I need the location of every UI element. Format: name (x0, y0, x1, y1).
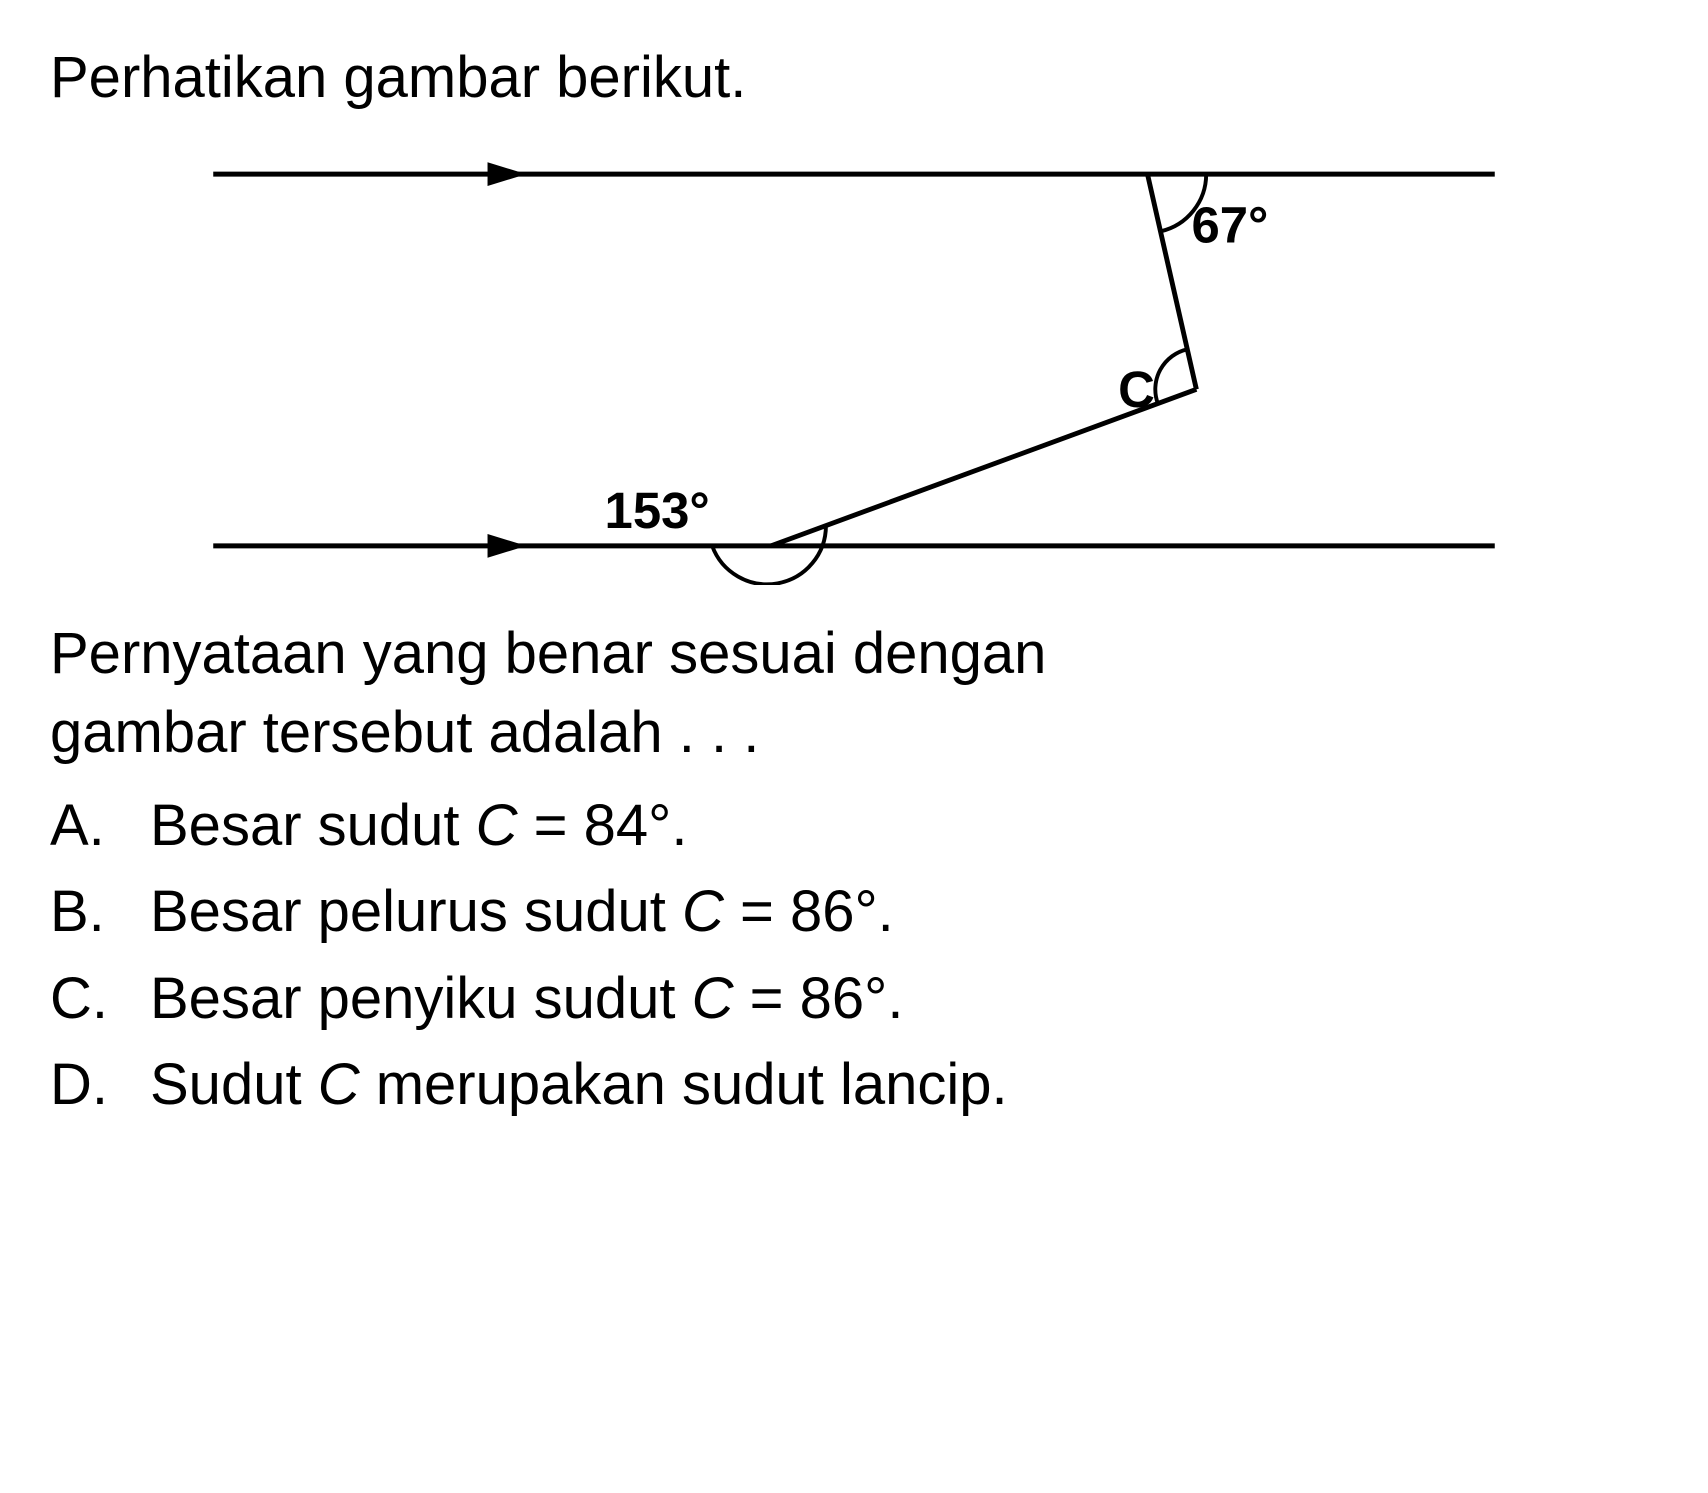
statement-line-2: gambar tersebut adalah . . . (50, 700, 759, 765)
svg-text:C: C (1118, 361, 1155, 418)
option-text: Besar sudut C = 84°. (150, 787, 1658, 865)
option-row: B.Besar pelurus sudut C = 86°. (50, 873, 1658, 951)
option-text: Sudut C merupakan sudut lancip. (150, 1046, 1658, 1124)
option-prefix: Besar pelurus sudut (150, 879, 682, 944)
option-variable: C (692, 966, 734, 1031)
option-letter: B. (50, 873, 150, 951)
option-letter: C. (50, 960, 150, 1038)
geometry-diagram: 67° 153° C (179, 135, 1529, 585)
option-variable: C (318, 1052, 360, 1117)
svg-text:153°: 153° (605, 483, 710, 540)
option-letter: D. (50, 1046, 150, 1124)
svg-text:67°: 67° (1192, 197, 1269, 254)
option-text: Besar pelurus sudut C = 86°. (150, 873, 1658, 951)
option-prefix: Besar penyiku sudut (150, 966, 692, 1031)
option-letter: A. (50, 787, 150, 865)
option-variable: C (476, 793, 518, 858)
option-variable: C (682, 879, 724, 944)
option-suffix: = 86°. (724, 879, 894, 944)
option-suffix: = 84°. (518, 793, 688, 858)
option-row: D.Sudut C merupakan sudut lancip. (50, 1046, 1658, 1124)
options-list: A.Besar sudut C = 84°.B.Besar pelurus su… (50, 787, 1658, 1124)
option-suffix: merupakan sudut lancip. (360, 1052, 1008, 1117)
option-row: C.Besar penyiku sudut C = 86°. (50, 960, 1658, 1038)
statement-line-1: Pernyataan yang benar sesuai dengan (50, 621, 1046, 686)
option-row: A.Besar sudut C = 84°. (50, 787, 1658, 865)
diagram-container: 67° 153° C (50, 135, 1658, 585)
option-text: Besar penyiku sudut C = 86°. (150, 960, 1658, 1038)
question-intro: Perhatikan gambar berikut. (50, 40, 1658, 115)
option-prefix: Besar sudut (150, 793, 476, 858)
question-statement: Pernyataan yang benar sesuai dengan gamb… (50, 615, 1658, 772)
option-prefix: Sudut (150, 1052, 318, 1117)
option-suffix: = 86°. (734, 966, 904, 1031)
